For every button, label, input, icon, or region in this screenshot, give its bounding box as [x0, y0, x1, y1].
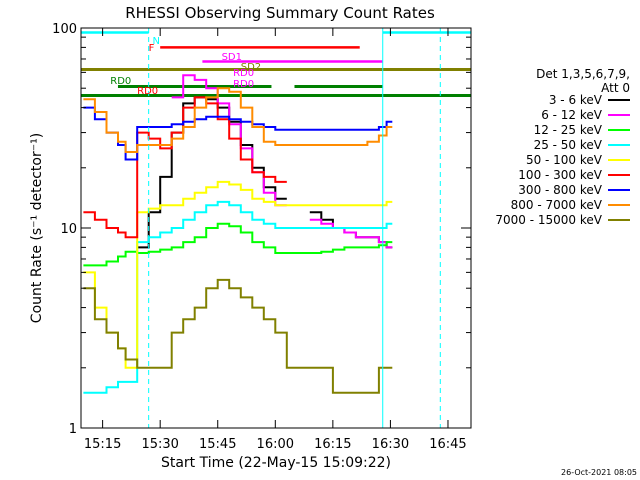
legend-header-detectors: Det 1,3,5,6,7,9, — [536, 67, 630, 81]
y-axis-label: Count Rate (s⁻¹ detector⁻¹) — [29, 133, 45, 323]
x-axis-label: Start Time (22-May-15 15:09:22) — [161, 455, 391, 471]
series-lines — [83, 74, 393, 394]
legend-entry-5: 100 - 300 keV — [518, 168, 602, 182]
series-line-5 — [83, 96, 287, 239]
annotation-n-0: N — [153, 36, 160, 47]
y-tick-label-1: 10 — [60, 222, 77, 237]
annotation-rd0-5: RD0 — [137, 86, 158, 97]
legend-entry-7: 800 - 7000 keV — [511, 198, 603, 212]
legend-header-attenuator: Att 0 — [601, 81, 630, 95]
legend-entry-8: 7000 - 15000 keV — [495, 213, 602, 227]
series-line-1 — [171, 74, 393, 249]
x-tick-label-4: 16:15 — [314, 437, 351, 452]
y-tick-label-0: 1 — [69, 422, 77, 437]
annotation-f-1: F — [149, 43, 155, 54]
annotation-sd2-3: SD2 — [241, 62, 261, 73]
x-tick-label-2: 15:45 — [199, 437, 236, 452]
y-tick-label-2: 100 — [52, 22, 77, 37]
legend-entry-3: 25 - 50 keV — [534, 138, 603, 152]
legend-entry-2: 12 - 25 keV — [534, 123, 603, 137]
legend-entry-6: 300 - 800 keV — [518, 183, 602, 197]
x-tick-label-3: 16:00 — [257, 437, 294, 452]
x-tick-label-5: 16:30 — [372, 437, 409, 452]
annotation-rd0-7: RD0 — [233, 79, 254, 90]
annotation-rd0-6: RD0 — [233, 68, 254, 79]
x-tick-label-6: 16:45 — [429, 437, 466, 452]
x-tick-label-0: 15:15 — [84, 437, 121, 452]
x-tick-label-1: 15:30 — [141, 437, 178, 452]
legend-entry-0: 3 - 6 keV — [549, 93, 603, 107]
series-line-7 — [83, 87, 393, 153]
chart-title: RHESSI Observing Summary Count Rates — [125, 4, 435, 22]
annotation-rd0-4: RD0 — [110, 76, 131, 87]
annotation-sd1-2: SD1 — [222, 52, 242, 63]
axis-ticks: 15:15 15:30 15:45 16:00 16:15 16:30 16:45 1 10 10… — [52, 22, 471, 452]
attenuator-markers — [148, 28, 441, 428]
legend-entry-1: 6 - 12 keV — [541, 108, 603, 122]
flag-bars — [81, 31, 471, 97]
series-line-8 — [83, 278, 393, 394]
generation-timestamp: 26-Oct-2021 08:05 — [561, 468, 637, 477]
legend-entry-4: 50 - 100 keV — [526, 153, 603, 167]
